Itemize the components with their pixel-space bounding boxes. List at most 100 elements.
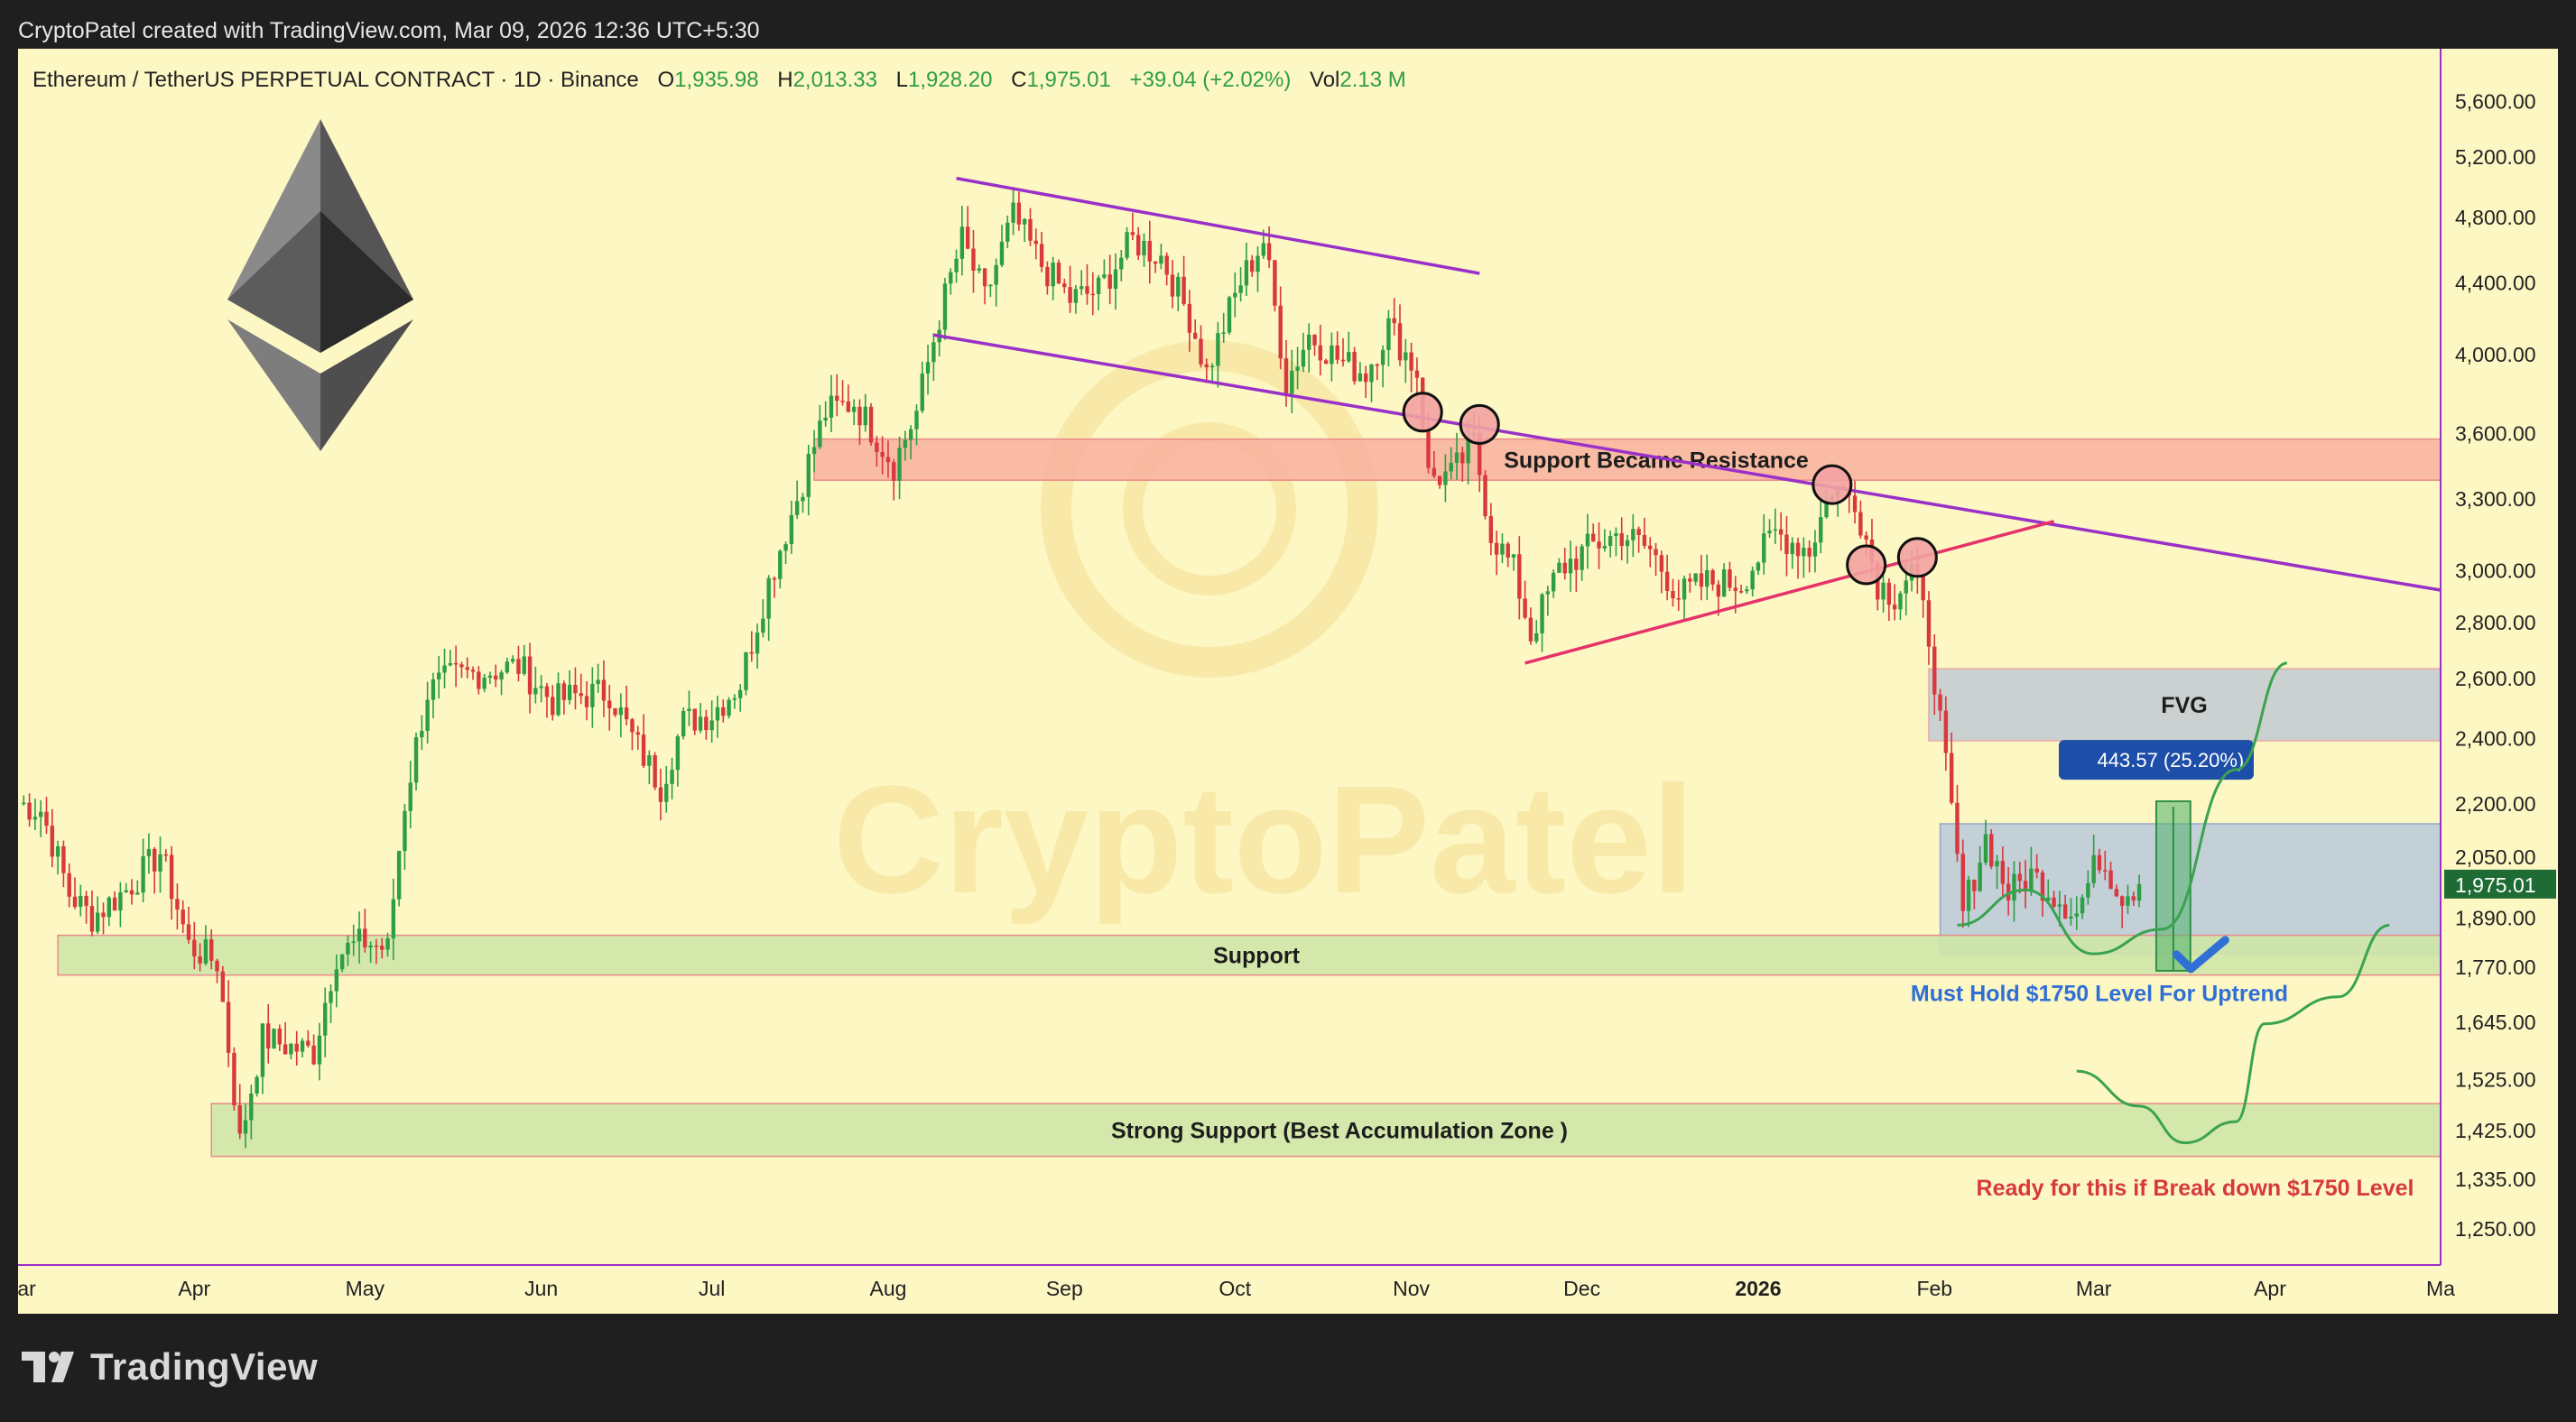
candle-body (1784, 534, 1789, 555)
candle-body (670, 770, 674, 784)
candle-body (1364, 373, 1368, 383)
time-tick-label: Ma (2426, 1277, 2455, 1300)
candle-body (835, 395, 839, 402)
candle-body (163, 854, 169, 856)
candle-body (158, 854, 162, 872)
candle-body (931, 342, 936, 363)
price-tick-label: 1,645.00 (2455, 1011, 2536, 1034)
candle-body (1068, 287, 1072, 303)
checkmark-icon (2172, 936, 2229, 974)
candle-body (579, 693, 583, 697)
candle-body (1432, 467, 1437, 476)
candle-body (124, 890, 128, 892)
candle-body (1159, 255, 1163, 264)
candle-body (1273, 260, 1277, 306)
candle-body (1033, 240, 1038, 245)
candle-body (846, 401, 851, 412)
candle-body (470, 669, 476, 672)
candle-body (1335, 345, 1339, 360)
candle-body (965, 226, 970, 249)
candle-body (1113, 269, 1118, 289)
candle-body (1266, 243, 1272, 261)
candle-body (437, 672, 441, 679)
candle-body (448, 662, 453, 666)
candle-body (1591, 533, 1596, 542)
candle-body (2136, 883, 2142, 901)
candle-body (1494, 542, 1499, 555)
candle-body (465, 667, 469, 670)
price-tick-label: 3,000.00 (2455, 559, 2536, 583)
candle-body (1164, 255, 1169, 275)
candle-body (744, 651, 748, 690)
candle-body (1016, 202, 1022, 225)
price-tick-label: 2,800.00 (2455, 611, 2536, 634)
candle-body (198, 956, 202, 964)
price-axis[interactable]: 5,600.00 5,200.00 4,800.00 4,400.00 4,000.00… (2440, 49, 2558, 1314)
candle-body (368, 946, 373, 948)
candle-body (715, 706, 720, 721)
candle-body (1102, 274, 1107, 278)
retest-marker (1459, 403, 1500, 445)
time-tick-label: Aug (870, 1277, 907, 1300)
candle-body (135, 892, 140, 895)
candle-body (1517, 554, 1522, 599)
svg-text:Ethereum / TetherUS PERPETUAL: Ethereum / TetherUS PERPETUAL CONTRACT ·… (32, 68, 1406, 92)
candle-body (806, 454, 811, 497)
candle-body (1728, 569, 1732, 588)
candle-body (289, 1043, 293, 1055)
candle-body (920, 374, 924, 411)
candle-body (1056, 263, 1061, 284)
candle-body (118, 891, 123, 911)
retest-marker (1896, 537, 1938, 578)
candle-body (27, 802, 32, 820)
candle-body (647, 755, 652, 766)
candle-body (1858, 512, 1863, 536)
candle-body (681, 710, 686, 737)
close-value: 1,975.01 (1026, 68, 1110, 92)
candle-body (300, 1040, 305, 1052)
time-tick-label: Apr (178, 1277, 210, 1300)
price-axis-background (2441, 49, 2558, 1314)
price-chart[interactable]: CryptoPatel Support Became Resistance FVG… (18, 49, 2558, 1314)
candle-body (181, 910, 185, 925)
overlay-layer: 443.57 (25.20%) Must Hold $1750 Level For… (1402, 392, 2414, 1201)
candle-body (1745, 589, 1749, 592)
candle-body (1233, 292, 1237, 298)
candle-body (2097, 854, 2102, 871)
candle-body (442, 665, 447, 673)
candle-body (1812, 542, 1818, 557)
candle-body (1404, 352, 1408, 361)
candle-body (908, 429, 913, 440)
candle-body (1466, 436, 1470, 464)
candle-body (1500, 543, 1505, 555)
candle-body (1085, 286, 1089, 294)
candle-body (283, 1044, 288, 1055)
candle-body (277, 1029, 283, 1045)
retest-marker (1846, 544, 1887, 586)
chart-area[interactable]: CryptoPatel Support Became Resistance FVG… (18, 49, 2558, 1314)
candle-body (994, 264, 998, 285)
change-value: +39.04 (+2.02%) (1130, 68, 1292, 92)
candle-body (613, 707, 617, 716)
time-axis[interactable]: Mar Apr May Jun Jul Aug Sep Oct Nov Dec 2026 Feb Mar… (18, 1264, 2455, 1300)
candle-body (1397, 323, 1403, 361)
candle-body (1135, 235, 1141, 256)
time-tick-label: May (346, 1277, 385, 1300)
candle-body (459, 664, 464, 668)
tradingview-logo[interactable]: TradingView (22, 1345, 318, 1388)
candle-body (977, 268, 981, 271)
candle-body (1221, 332, 1226, 334)
candle-body (192, 939, 197, 956)
candle-body (215, 960, 219, 972)
price-tick-label: 2,200.00 (2455, 792, 2536, 816)
upper-channel-trendline (956, 176, 1480, 275)
candle-body (607, 700, 612, 708)
candle-body (482, 678, 486, 689)
time-tick-label: Sep (1046, 1277, 1083, 1300)
candle-body (243, 1120, 248, 1134)
candle-body (999, 241, 1005, 265)
candle-body (1187, 303, 1192, 333)
price-tick-label: 4,800.00 (2455, 206, 2536, 229)
candle-body (1580, 546, 1584, 570)
candle-body (778, 550, 783, 579)
